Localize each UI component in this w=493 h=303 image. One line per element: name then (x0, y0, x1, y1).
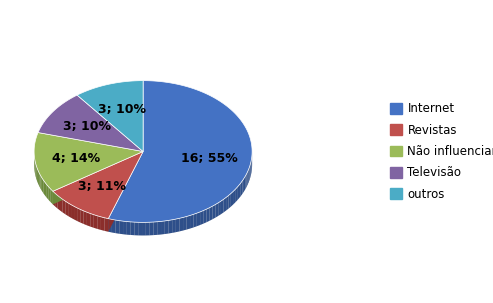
Polygon shape (161, 221, 165, 235)
Polygon shape (193, 213, 197, 228)
Polygon shape (40, 175, 42, 191)
Legend: Internet, Revistas, Não influenciam, Televisão, outros: Internet, Revistas, Não influenciam, Tel… (385, 98, 493, 205)
PathPatch shape (53, 152, 143, 219)
Polygon shape (63, 199, 66, 214)
Polygon shape (179, 218, 183, 231)
PathPatch shape (108, 81, 252, 222)
Polygon shape (84, 211, 87, 225)
PathPatch shape (38, 95, 143, 152)
Polygon shape (212, 205, 215, 219)
Polygon shape (239, 183, 241, 198)
Polygon shape (68, 203, 71, 218)
Polygon shape (45, 182, 47, 198)
Polygon shape (108, 219, 112, 232)
Polygon shape (77, 208, 80, 222)
Polygon shape (119, 221, 123, 234)
Polygon shape (90, 214, 94, 228)
Polygon shape (87, 212, 90, 227)
Polygon shape (190, 214, 193, 228)
Polygon shape (224, 198, 226, 212)
Polygon shape (142, 222, 146, 235)
Polygon shape (248, 167, 249, 182)
Polygon shape (112, 219, 115, 233)
Text: 3; 11%: 3; 11% (78, 180, 126, 193)
Polygon shape (203, 209, 207, 224)
Polygon shape (108, 152, 143, 232)
Polygon shape (165, 220, 169, 234)
Polygon shape (108, 152, 143, 232)
Polygon shape (250, 162, 251, 177)
Polygon shape (66, 201, 68, 216)
Polygon shape (51, 189, 53, 204)
Polygon shape (42, 178, 43, 193)
Polygon shape (200, 211, 203, 225)
Polygon shape (138, 222, 142, 235)
Polygon shape (210, 206, 212, 221)
Polygon shape (221, 199, 224, 214)
Polygon shape (197, 212, 200, 226)
Polygon shape (241, 181, 243, 196)
Polygon shape (53, 191, 55, 206)
Polygon shape (71, 205, 74, 219)
Polygon shape (47, 185, 49, 200)
Polygon shape (246, 171, 247, 187)
Text: 3; 10%: 3; 10% (63, 120, 111, 133)
Polygon shape (249, 164, 250, 180)
Polygon shape (233, 189, 235, 205)
Polygon shape (243, 178, 244, 194)
Polygon shape (36, 165, 37, 181)
Polygon shape (37, 168, 38, 184)
Polygon shape (237, 185, 239, 200)
Polygon shape (39, 173, 40, 188)
Polygon shape (115, 220, 119, 234)
Polygon shape (183, 216, 186, 231)
Polygon shape (153, 222, 157, 235)
Polygon shape (105, 218, 108, 232)
Polygon shape (53, 152, 143, 204)
Polygon shape (235, 187, 237, 202)
Polygon shape (123, 221, 127, 235)
PathPatch shape (34, 132, 143, 191)
Polygon shape (60, 197, 63, 212)
Polygon shape (80, 209, 84, 224)
Polygon shape (150, 222, 153, 235)
Text: 16; 55%: 16; 55% (181, 152, 238, 165)
Polygon shape (131, 222, 135, 235)
Text: 4; 14%: 4; 14% (52, 152, 101, 165)
Polygon shape (94, 215, 97, 229)
Polygon shape (49, 187, 51, 202)
Polygon shape (247, 169, 248, 185)
Ellipse shape (34, 94, 252, 235)
Polygon shape (186, 215, 190, 230)
Polygon shape (176, 218, 179, 232)
Polygon shape (157, 221, 161, 235)
PathPatch shape (77, 81, 143, 152)
Polygon shape (218, 201, 221, 216)
Polygon shape (169, 220, 172, 234)
Polygon shape (135, 222, 138, 235)
Polygon shape (172, 219, 176, 233)
Polygon shape (146, 222, 150, 235)
Polygon shape (207, 208, 210, 222)
Polygon shape (231, 191, 233, 207)
Polygon shape (74, 206, 77, 221)
Polygon shape (55, 193, 58, 208)
Polygon shape (35, 163, 36, 178)
Polygon shape (38, 171, 39, 186)
Polygon shape (53, 152, 143, 204)
Polygon shape (215, 203, 218, 218)
Polygon shape (244, 176, 246, 191)
Polygon shape (97, 216, 101, 230)
Polygon shape (229, 194, 231, 208)
Polygon shape (226, 195, 229, 211)
Polygon shape (127, 221, 131, 235)
Polygon shape (101, 217, 105, 231)
Polygon shape (58, 195, 60, 211)
Polygon shape (43, 180, 45, 195)
Text: 3; 10%: 3; 10% (98, 103, 145, 116)
